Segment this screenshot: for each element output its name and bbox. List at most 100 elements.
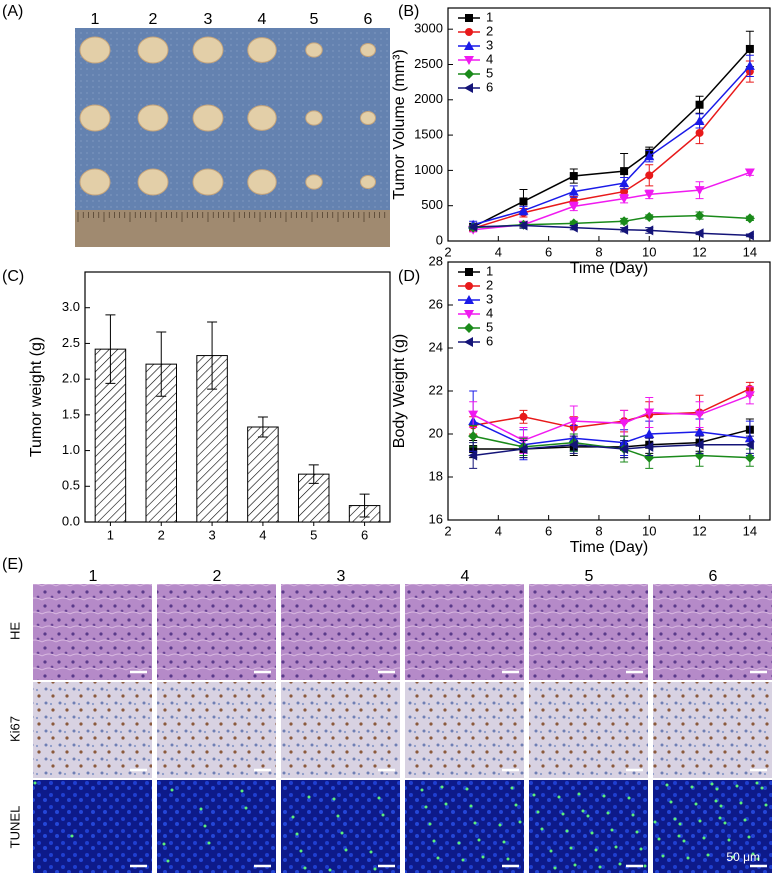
apoptotic-cell <box>627 796 631 800</box>
micrograph <box>653 682 772 778</box>
apoptotic-cell <box>723 821 727 825</box>
x-tick-label: 3 <box>208 527 215 542</box>
apoptotic-cell <box>536 810 540 814</box>
apoptotic-cell <box>424 805 428 809</box>
apoptotic-cell <box>635 830 639 834</box>
apoptotic-cell <box>444 802 448 806</box>
tumor <box>137 168 169 196</box>
marker <box>519 412 528 421</box>
apoptotic-cell <box>70 834 74 838</box>
apoptotic-cell <box>340 831 344 835</box>
apoptotic-cell <box>557 795 561 799</box>
apoptotic-cell <box>735 784 739 788</box>
apoptotic-cell <box>665 783 669 787</box>
micrograph <box>33 780 152 873</box>
x-tick-label: 8 <box>595 523 602 538</box>
photo-column-label: 3 <box>204 11 213 28</box>
apoptotic-cell <box>203 824 207 828</box>
histology-column-label: 6 <box>709 568 718 585</box>
apoptotic-cell <box>657 837 661 841</box>
histology-column-label: 2 <box>213 568 222 585</box>
apoptotic-cell <box>715 787 719 791</box>
apoptotic-cell <box>643 864 647 868</box>
tumor <box>79 36 111 64</box>
marker <box>568 222 578 233</box>
tumor <box>137 104 169 132</box>
apoptotic-cell <box>432 839 436 843</box>
series-line <box>473 224 750 237</box>
y-tick-label: 18 <box>429 468 443 483</box>
x-tick-label: 14 <box>743 244 757 259</box>
scale-bar-label: 50 μm <box>726 850 760 864</box>
marker <box>694 186 705 196</box>
apoptotic-cell <box>436 856 440 860</box>
apoptotic-cell <box>473 821 477 825</box>
error-bar <box>308 464 319 484</box>
apoptotic-cell <box>602 794 606 798</box>
apoptotic-cell <box>581 809 585 813</box>
apoptotic-cell <box>518 820 522 824</box>
marker <box>465 268 473 276</box>
legend-label: 2 <box>486 277 493 292</box>
apoptotic-cell <box>33 781 37 785</box>
apoptotic-cell <box>694 802 698 806</box>
marker <box>464 56 474 65</box>
plot-frame <box>447 261 771 521</box>
apoptotic-cell <box>307 795 311 799</box>
marker <box>644 211 655 222</box>
histology-column-label: 4 <box>461 568 470 585</box>
marker <box>468 431 479 442</box>
x-tick-label: 2 <box>158 527 165 542</box>
marker <box>619 419 630 429</box>
apoptotic-cell <box>469 804 473 808</box>
apoptotic-cell <box>594 848 598 852</box>
y-tick-label: 1.0 <box>62 442 80 457</box>
apoptotic-cell <box>295 832 299 836</box>
marker <box>619 194 630 204</box>
legend-label: 6 <box>486 79 493 94</box>
apoptotic-cell <box>706 853 710 857</box>
apoptotic-cell <box>369 850 373 854</box>
tumor <box>192 168 224 196</box>
marker <box>644 151 655 161</box>
marker <box>694 228 704 239</box>
y-tick-label: 0.5 <box>62 478 80 493</box>
ruler <box>75 210 390 247</box>
micrograph <box>33 682 152 778</box>
plot-frame <box>84 271 391 523</box>
marker <box>644 225 654 236</box>
marker <box>465 14 473 22</box>
legend-label: 1 <box>486 263 493 278</box>
y-tick-label: 1.5 <box>62 406 80 421</box>
apoptotic-cell <box>598 865 602 869</box>
marker <box>465 282 473 290</box>
micrograph <box>405 584 524 680</box>
error-bar <box>105 314 116 384</box>
apoptotic-cell <box>719 804 723 808</box>
x-tick-label: 6 <box>361 527 368 542</box>
apoptotic-cell <box>502 840 506 844</box>
apoptotic-cell <box>718 816 722 820</box>
micrograph <box>405 682 524 778</box>
histology-column-label: 3 <box>337 568 346 585</box>
y-axis-label: Tumor Volume (mm³) <box>391 49 408 200</box>
apoptotic-cell <box>498 823 502 827</box>
y-tick-label: 20 <box>429 425 443 440</box>
apoptotic-cell <box>244 806 248 810</box>
marker <box>518 444 528 455</box>
apoptotic-cell <box>510 786 514 790</box>
marker <box>568 202 579 212</box>
apoptotic-cell <box>328 868 332 872</box>
x-tick-label: 8 <box>595 244 602 259</box>
legend-label: 5 <box>486 65 493 80</box>
tumor <box>360 43 376 57</box>
marker <box>745 44 754 53</box>
tumor <box>137 36 169 64</box>
x-axis-label: Time (Day) <box>570 539 649 556</box>
apoptotic-cell <box>299 849 303 853</box>
tumor <box>192 104 224 132</box>
x-tick-label: 1 <box>107 527 114 542</box>
apoptotic-cell <box>553 866 557 870</box>
marker <box>465 28 473 36</box>
